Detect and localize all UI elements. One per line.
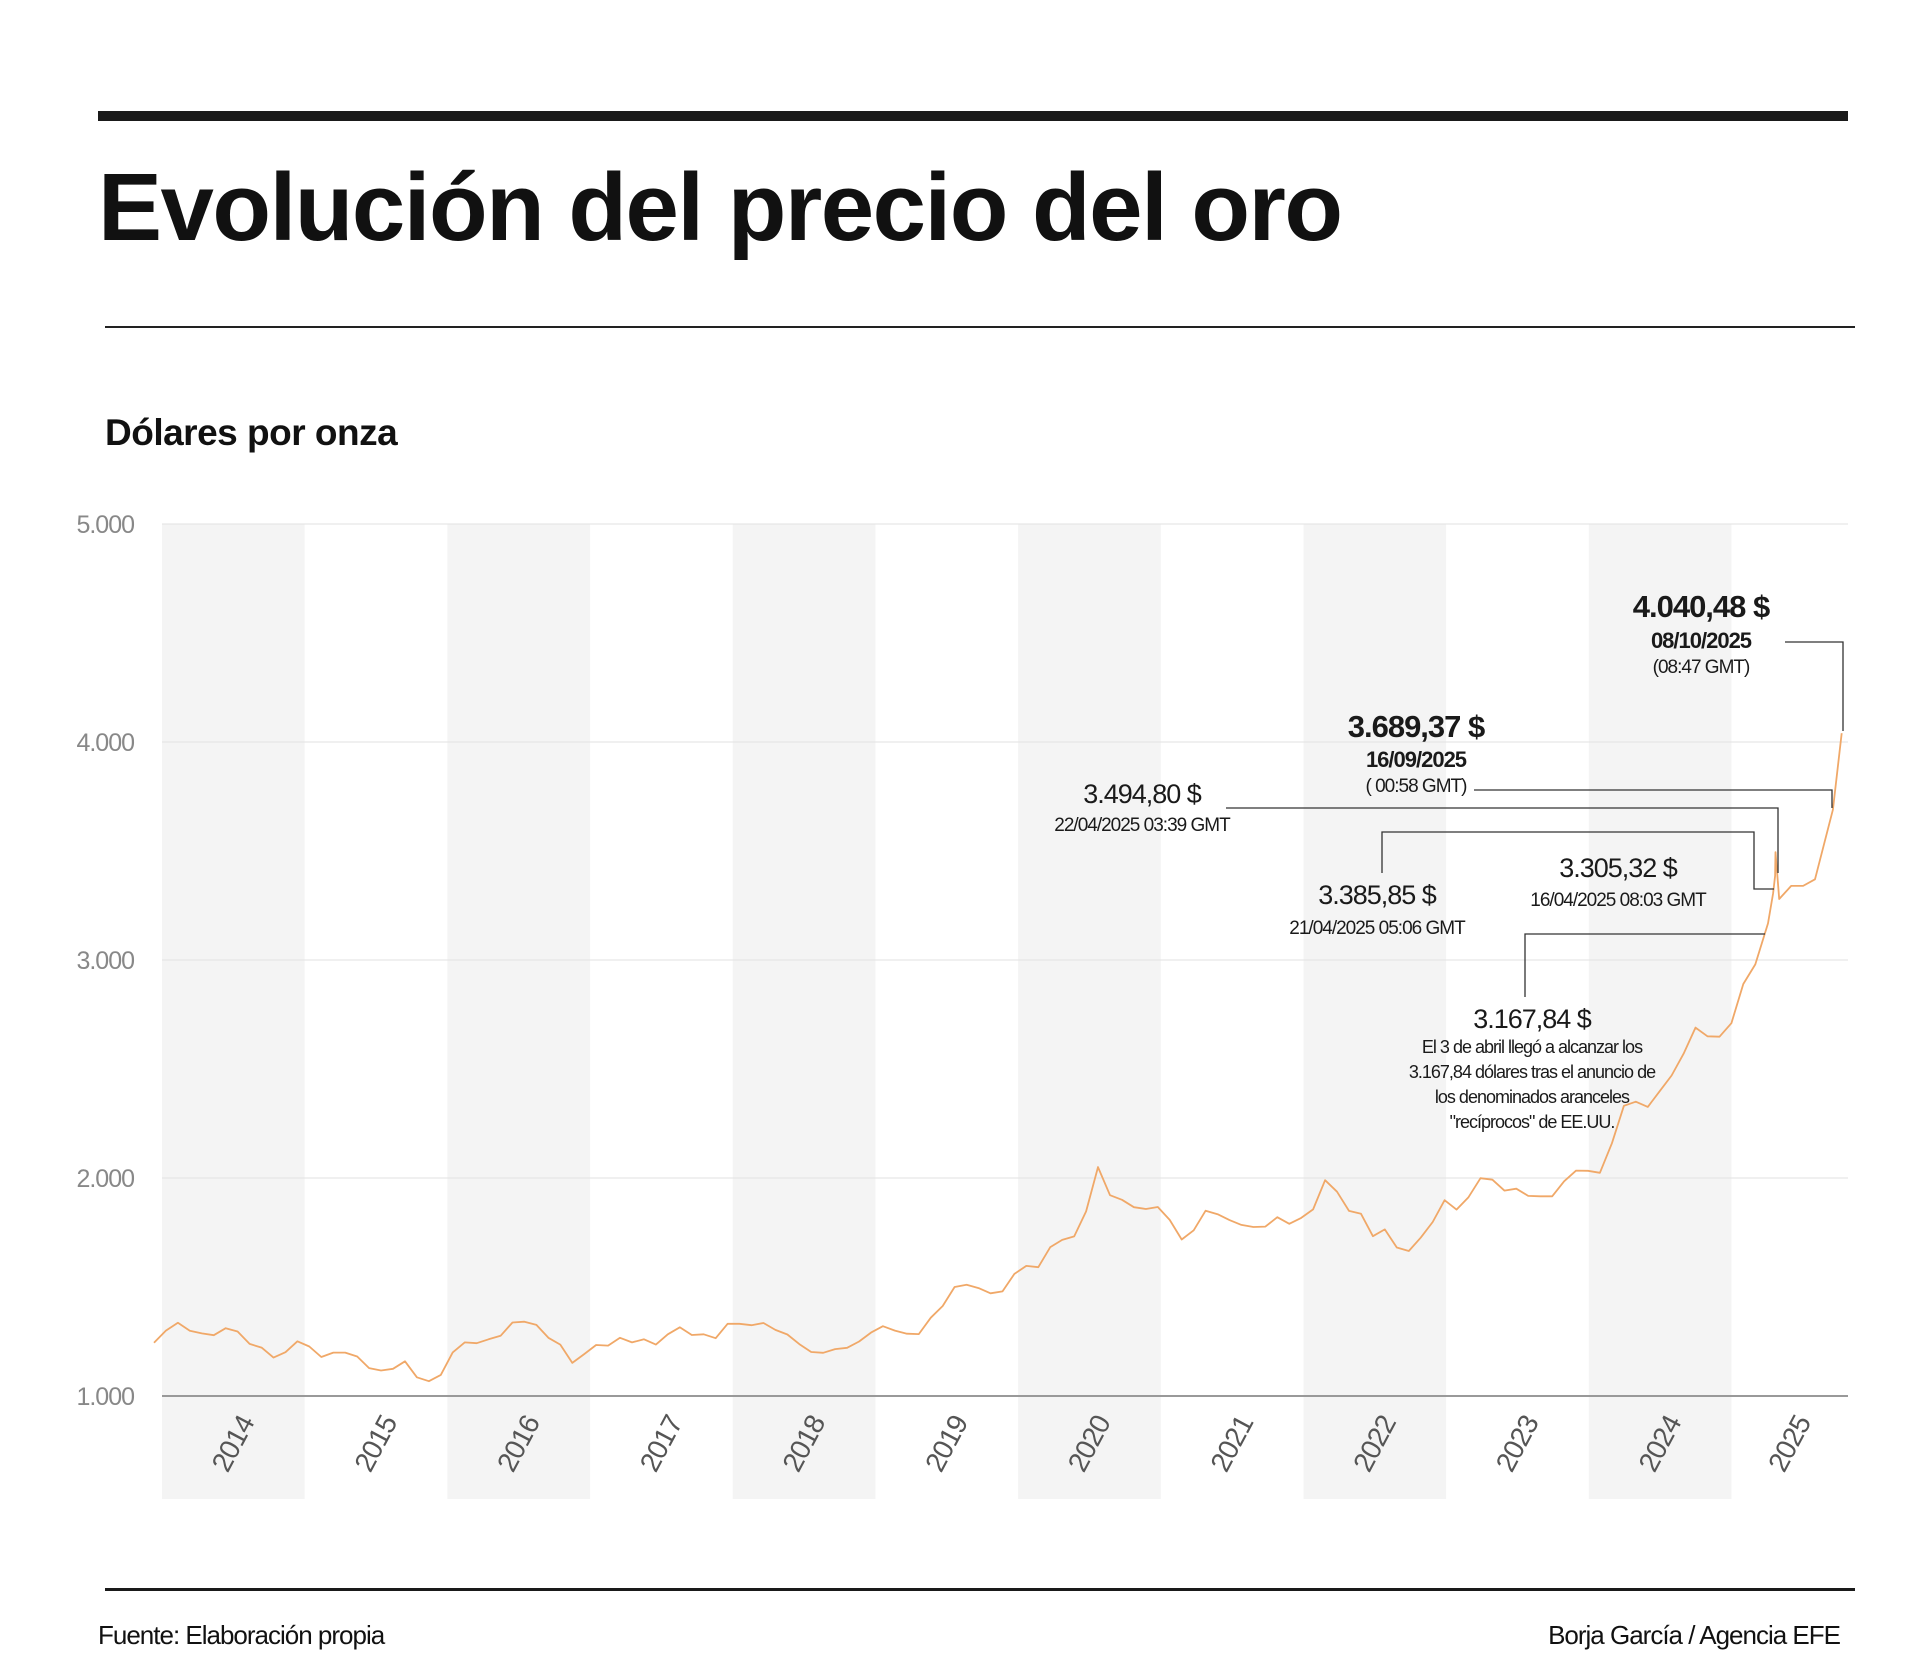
annotation-note-line: 3.167,84 dólares tras el anuncio de: [1409, 1062, 1656, 1082]
y-tick-label: 4.000: [76, 729, 134, 757]
annotation-value: 3.167,84 $: [1473, 1004, 1592, 1034]
year-band: [447, 524, 591, 1499]
page-title: Evolución del precio del oro: [98, 154, 1343, 261]
annotation-date: 22/04/2025 03:39 GMT: [1054, 815, 1231, 836]
chart-subtitle: Dólares por onza: [105, 412, 398, 453]
leader-3167: [1524, 933, 1765, 997]
year-band: [162, 524, 305, 1499]
x-tick-label: 2019: [919, 1410, 974, 1476]
credit-text: Borja García / Agencia EFE: [1548, 1620, 1841, 1650]
annotation-value: 3.385,85 $: [1318, 880, 1437, 910]
annotation-value: 3.305,32 $: [1559, 853, 1678, 883]
leader-3494: [1226, 807, 1779, 873]
annotation-value: 3.494,80 $: [1083, 779, 1202, 809]
y-tick-label: 2.000: [76, 1165, 134, 1193]
annotation-value: 4.040,48 $: [1633, 589, 1770, 624]
title-divider: [105, 326, 1855, 328]
footer-rule: [105, 1588, 1855, 1591]
leader-3689: [1474, 789, 1833, 808]
gold-price-line: [153, 733, 1843, 1383]
source-text: Fuente: Elaboración propia: [98, 1620, 385, 1650]
x-tick-label: 2017: [634, 1410, 689, 1476]
annotation-date: 16/04/2025 08:03 GMT: [1530, 890, 1707, 911]
annotation-time: ( 00:58 GMT): [1366, 776, 1468, 797]
year-band: [1588, 524, 1732, 1499]
y-tick-label: 5.000: [76, 511, 134, 539]
annotation-value: 3.689,37 $: [1348, 709, 1485, 744]
annotation-date: 08/10/2025: [1651, 628, 1752, 653]
x-tick-label: 2021: [1204, 1410, 1259, 1476]
leader-3385: [1381, 831, 1774, 890]
annotation-time: (08:47 GMT): [1653, 657, 1750, 678]
annotation-date: 16/09/2025: [1366, 747, 1467, 772]
year-band: [1303, 524, 1447, 1499]
year-band: [1018, 524, 1161, 1499]
annotation-note-line: "recíprocos" de EE.UU.: [1450, 1112, 1615, 1132]
top-rule: [98, 111, 1848, 121]
y-tick-label: 3.000: [76, 947, 134, 975]
x-tick-label: 2015: [348, 1410, 403, 1476]
year-band: [732, 524, 876, 1499]
leader-4040: [1785, 641, 1844, 731]
annotation-note-line: El 3 de abril llegó a alcanzar los: [1422, 1037, 1643, 1057]
y-tick-label: 1.000: [76, 1383, 134, 1411]
x-tick-label: 2025: [1762, 1410, 1817, 1476]
annotation-note-line: los denominados aranceles: [1435, 1087, 1630, 1107]
x-tick-label: 2023: [1490, 1410, 1545, 1476]
annotation-date: 21/04/2025 05:06 GMT: [1289, 918, 1466, 939]
